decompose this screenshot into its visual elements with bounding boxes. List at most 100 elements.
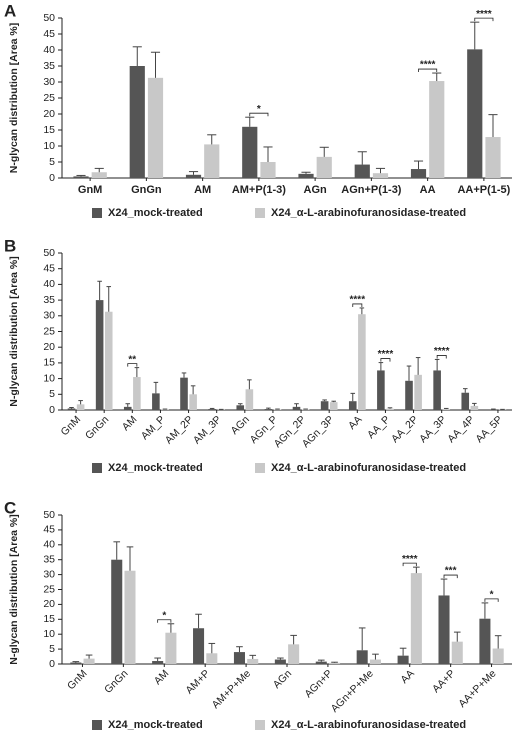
y-axis-label: N-glycan distribution [Area %] bbox=[8, 256, 20, 407]
x-tick-label: AGn+P(1-3) bbox=[341, 184, 402, 196]
significance-label: * bbox=[257, 104, 261, 115]
significance-bracket bbox=[418, 68, 438, 73]
error-bar bbox=[245, 116, 255, 127]
error-bar bbox=[378, 362, 384, 371]
y-tick-label: 5 bbox=[49, 388, 55, 400]
bar bbox=[492, 648, 504, 664]
bar bbox=[70, 662, 82, 664]
significance-label: **** bbox=[420, 60, 436, 71]
error-bar bbox=[208, 642, 216, 654]
error-bar bbox=[488, 114, 498, 138]
y-tick-label: 40 bbox=[43, 278, 55, 290]
bar bbox=[204, 144, 220, 178]
bar bbox=[133, 377, 141, 410]
y-tick-label: 0 bbox=[49, 404, 55, 416]
bar bbox=[470, 405, 479, 410]
bar bbox=[91, 172, 107, 178]
significance-bracket bbox=[484, 598, 499, 602]
significance-bracket bbox=[127, 363, 138, 367]
bar bbox=[461, 392, 470, 410]
bar bbox=[124, 570, 136, 664]
y-tick-label: 30 bbox=[43, 568, 55, 580]
bar bbox=[485, 137, 501, 178]
error-bar bbox=[406, 365, 412, 381]
legend-swatch bbox=[255, 720, 265, 730]
bar bbox=[298, 173, 314, 178]
y-tick-label: 45 bbox=[43, 262, 55, 274]
y-tick-label: 35 bbox=[43, 553, 55, 565]
x-tick-label: AA_3P bbox=[417, 414, 449, 446]
significance-bracket bbox=[249, 112, 269, 117]
panel-label: B bbox=[4, 236, 16, 255]
bar bbox=[489, 409, 498, 410]
error-bar bbox=[188, 171, 199, 175]
legend-swatch bbox=[92, 208, 102, 218]
bar bbox=[369, 659, 381, 664]
significance-label: * bbox=[490, 590, 494, 601]
error-bar bbox=[359, 307, 365, 315]
error-bar bbox=[294, 403, 299, 407]
error-bar bbox=[106, 286, 112, 312]
legend-label: X24_α-L-arabinofuranosidase-treated bbox=[271, 207, 466, 219]
error-bar bbox=[453, 631, 461, 642]
error-bar bbox=[132, 46, 142, 66]
error-bar bbox=[462, 388, 468, 393]
error-bar bbox=[432, 72, 442, 82]
x-tick-label: GnGn bbox=[131, 184, 162, 196]
x-tick-label: AM+P+Me bbox=[210, 667, 254, 711]
bar bbox=[152, 393, 160, 410]
bar bbox=[104, 311, 113, 410]
x-tick-label: AM bbox=[152, 668, 172, 688]
bar bbox=[274, 659, 286, 664]
x-tick-label: AGn_3P bbox=[300, 414, 337, 451]
y-tick-label: 35 bbox=[43, 294, 55, 306]
error-bar bbox=[331, 661, 338, 663]
y-tick-label: 0 bbox=[49, 658, 55, 670]
error-bar bbox=[76, 174, 86, 177]
x-tick-label: AA bbox=[346, 414, 364, 432]
x-tick-label: AGn bbox=[229, 413, 252, 436]
bar bbox=[180, 377, 188, 410]
error-bar bbox=[247, 379, 252, 390]
error-bar bbox=[125, 403, 131, 407]
x-tick-label: AM_2P bbox=[163, 414, 196, 447]
bar bbox=[242, 126, 258, 178]
legend-label: X24_α-L-arabinofuranosidase-treated bbox=[271, 719, 466, 731]
significance-bracket bbox=[402, 562, 417, 567]
bar bbox=[245, 389, 254, 410]
y-tick-label: 5 bbox=[49, 156, 55, 168]
error-bar bbox=[319, 146, 329, 157]
bar bbox=[288, 644, 300, 664]
x-tick-label: GnGn bbox=[83, 413, 111, 441]
error-bar bbox=[167, 623, 175, 633]
y-tick-label: 20 bbox=[43, 108, 55, 120]
bar bbox=[123, 406, 132, 410]
bar bbox=[189, 394, 197, 410]
bar bbox=[320, 401, 329, 410]
error-bar bbox=[440, 578, 448, 596]
significance-bracket bbox=[352, 303, 363, 307]
y-tick-label: 50 bbox=[43, 247, 55, 259]
bar bbox=[76, 404, 85, 410]
error-bar bbox=[154, 657, 161, 662]
y-tick-label: 10 bbox=[43, 628, 55, 640]
error-bar bbox=[78, 400, 83, 405]
bar bbox=[147, 77, 164, 178]
bar bbox=[67, 408, 76, 410]
y-tick-label: 25 bbox=[43, 325, 55, 337]
x-tick-label: AGn+P bbox=[302, 668, 335, 701]
x-tick-label: AA_4P bbox=[445, 414, 477, 446]
error-bar bbox=[249, 654, 257, 659]
error-bar bbox=[357, 151, 367, 165]
bar bbox=[354, 164, 370, 178]
y-tick-label: 30 bbox=[43, 310, 55, 322]
error-bar bbox=[413, 566, 420, 574]
x-tick-label: AM+P bbox=[183, 668, 212, 697]
y-tick-label: 35 bbox=[43, 60, 55, 72]
y-tick-label: 15 bbox=[43, 613, 55, 625]
bar bbox=[358, 314, 366, 410]
bar bbox=[348, 401, 357, 410]
error-bar bbox=[322, 399, 327, 402]
bar bbox=[233, 652, 245, 664]
bar bbox=[236, 405, 245, 410]
